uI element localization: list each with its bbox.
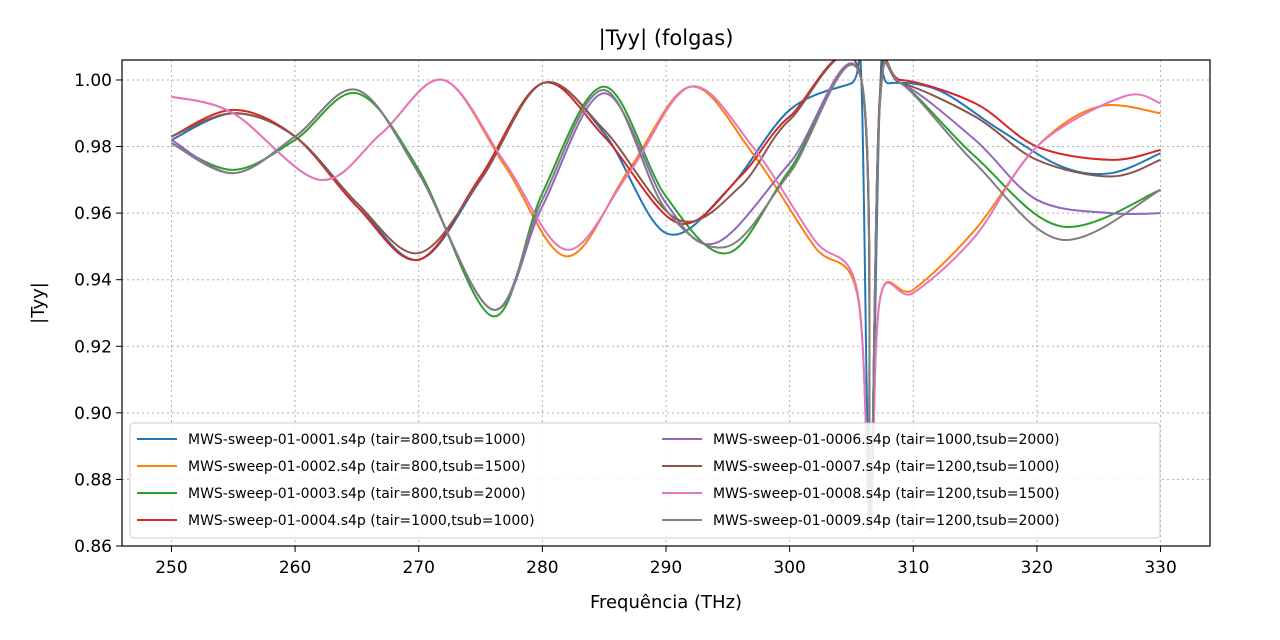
x-tick-label: 290 — [650, 558, 682, 578]
x-axis-title: Frequência (THz) — [590, 592, 742, 613]
legend-label: MWS-sweep-01-0004.s4p (tair=1000,tsub=10… — [188, 513, 535, 529]
series-group — [170, 60, 1162, 531]
y-tick-label: 0.94 — [74, 271, 112, 291]
legend-label: MWS-sweep-01-0008.s4p (tair=1200,tsub=15… — [713, 486, 1060, 502]
legend-label: MWS-sweep-01-0006.s4p (tair=1000,tsub=20… — [713, 432, 1060, 448]
x-tick-label: 270 — [403, 558, 435, 578]
legend-label: MWS-sweep-01-0009.s4p (tair=1200,tsub=20… — [713, 513, 1060, 529]
y-axis: 0.86 0.88 0.90 0.92 0.94 0.96 0.98 1.00 — [74, 71, 122, 557]
x-tick-label: 250 — [155, 558, 187, 578]
x-tick-label: 260 — [279, 558, 311, 578]
series-line — [171, 60, 1161, 531]
legend-label: MWS-sweep-01-0007.s4p (tair=1200,tsub=10… — [713, 459, 1060, 475]
series-line — [171, 78, 1161, 531]
y-tick-label: 0.90 — [74, 404, 112, 424]
series-line — [170, 60, 1162, 521]
legend-box — [129, 422, 1161, 539]
series-line — [171, 60, 1161, 531]
y-tick-label: 0.98 — [74, 138, 112, 158]
x-tick-label: 300 — [773, 558, 805, 578]
legend: MWS-sweep-01-0001.s4p (tair=800,tsub=100… — [129, 422, 1161, 539]
x-axis: 250 260 270 280 290 300 310 320 330 — [155, 546, 1177, 578]
chart-title: |Tyy| (folgas) — [599, 26, 734, 51]
x-tick-label: 320 — [1021, 558, 1053, 578]
x-tick-label: 330 — [1144, 558, 1176, 578]
legend-label: MWS-sweep-01-0003.s4p (tair=800,tsub=200… — [188, 486, 526, 502]
x-tick-label: 280 — [526, 558, 558, 578]
y-tick-label: 0.86 — [74, 537, 112, 557]
x-tick-label: 310 — [897, 558, 929, 578]
y-tick-label: 0.88 — [74, 470, 112, 490]
y-tick-label: 0.96 — [74, 204, 112, 224]
legend-label: MWS-sweep-01-0001.s4p (tair=800,tsub=100… — [188, 432, 526, 448]
y-axis-title: |Tyy| — [28, 282, 49, 324]
y-tick-label: 0.92 — [74, 337, 112, 357]
legend-label: MWS-sweep-01-0002.s4p (tair=800,tsub=150… — [188, 459, 526, 475]
y-tick-label: 1.00 — [74, 71, 112, 91]
